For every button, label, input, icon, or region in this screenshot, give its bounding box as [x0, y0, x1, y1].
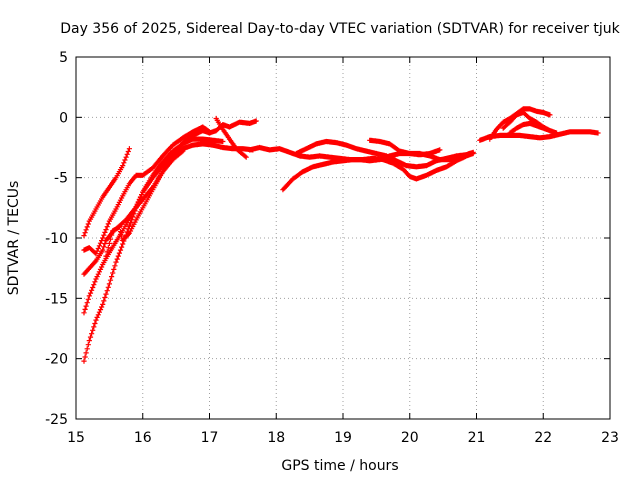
x-tick-label: 19: [334, 430, 352, 446]
chart-title: Day 356 of 2025, Sidereal Day-to-day VTE…: [60, 21, 620, 37]
data-point-markers: [280, 150, 476, 193]
series-arc-d: [81, 146, 132, 239]
y-tick-label: 0: [59, 110, 68, 126]
series-arc-f: [103, 148, 186, 259]
series-arc-i: [280, 150, 476, 193]
y-tick-label: -15: [45, 291, 68, 307]
x-tick-label: 17: [201, 430, 219, 446]
series-arc-k: [367, 137, 473, 163]
data-point-markers: [213, 115, 249, 160]
axis-ticks: 15 16 17 18 19 20 21 22 23 5 0 -5 -10 -15 -20 -25: [45, 50, 619, 446]
data-point-markers: [103, 148, 186, 259]
y-tick-label: 5: [59, 50, 68, 66]
data-point-markers: [507, 120, 560, 137]
x-tick-label: 16: [134, 430, 152, 446]
data-points: [81, 106, 601, 364]
series-arc-b: [81, 136, 226, 316]
grid: [76, 57, 610, 419]
series-arc-g: [213, 115, 249, 160]
series-arc-o: [507, 120, 560, 137]
y-tick-label: -5: [54, 171, 68, 187]
x-tick-label: 15: [67, 430, 85, 446]
x-tick-label: 22: [534, 430, 552, 446]
y-tick-label: -10: [45, 231, 68, 247]
data-point-markers: [81, 124, 213, 257]
x-tick-label: 23: [601, 430, 619, 446]
y-axis-label: SDTVAR / TECUs: [6, 181, 22, 296]
x-axis-label: GPS time / hours: [281, 458, 398, 474]
data-point-markers: [81, 146, 132, 239]
x-tick-label: 20: [401, 430, 419, 446]
x-tick-label: 18: [267, 430, 285, 446]
y-tick-label: -20: [45, 352, 68, 368]
plot-frame: [75, 56, 611, 420]
x-tick-label: 21: [468, 430, 486, 446]
series-arc-e: [81, 124, 213, 257]
data-point-markers: [367, 137, 473, 163]
y-tick-label: -25: [45, 412, 68, 428]
data-point-markers: [81, 136, 226, 316]
